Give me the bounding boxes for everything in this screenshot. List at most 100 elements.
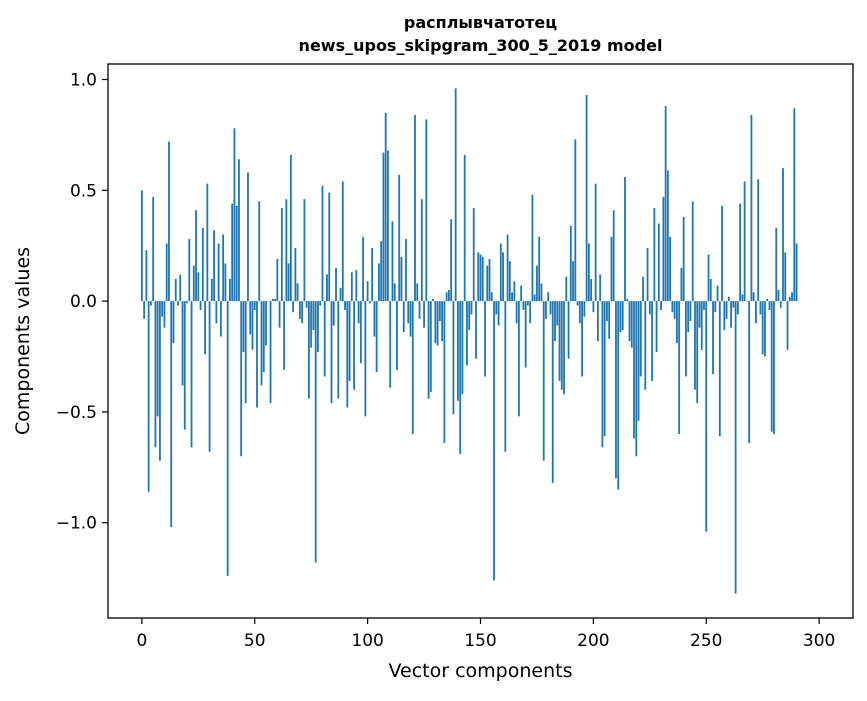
bar-component-264 bbox=[737, 301, 739, 314]
bar-component-245 bbox=[694, 301, 696, 390]
bar-component-138 bbox=[453, 301, 455, 414]
bar-component-231 bbox=[662, 197, 664, 301]
plot-background bbox=[108, 64, 853, 618]
bar-component-100 bbox=[367, 281, 369, 301]
bar-component-33 bbox=[215, 301, 217, 323]
bar-component-123 bbox=[419, 301, 421, 319]
bar-component-129 bbox=[432, 299, 434, 301]
bar-component-177 bbox=[541, 283, 543, 301]
bar-component-147 bbox=[473, 208, 475, 301]
bar-component-10 bbox=[164, 301, 166, 328]
bar-component-182 bbox=[552, 301, 554, 483]
bar-component-110 bbox=[389, 301, 391, 387]
bar-component-164 bbox=[511, 292, 513, 301]
bar-component-191 bbox=[572, 261, 574, 301]
bar-component-71 bbox=[301, 301, 303, 323]
bar-component-81 bbox=[324, 301, 326, 376]
bar-component-227 bbox=[653, 208, 655, 301]
bar-component-114 bbox=[398, 175, 400, 301]
bar-component-99 bbox=[364, 301, 366, 416]
x-tick-label: 100 bbox=[351, 631, 383, 651]
bar-component-251 bbox=[708, 255, 710, 302]
bar-component-61 bbox=[279, 301, 281, 328]
bar-component-200 bbox=[592, 301, 594, 312]
y-tick-label: −1.0 bbox=[56, 514, 97, 534]
bar-component-83 bbox=[328, 193, 330, 302]
bar-component-43 bbox=[238, 159, 240, 301]
bar-component-153 bbox=[486, 266, 488, 301]
bar-component-247 bbox=[699, 301, 701, 328]
bar-component-139 bbox=[455, 88, 457, 301]
bar-component-120 bbox=[412, 301, 414, 434]
bar-component-248 bbox=[701, 301, 703, 350]
bar-component-48 bbox=[249, 301, 251, 334]
x-tick-label: 200 bbox=[577, 631, 609, 651]
bar-component-172 bbox=[529, 301, 531, 323]
bar-component-5 bbox=[152, 197, 154, 301]
bar-component-133 bbox=[441, 301, 443, 341]
bar-component-11 bbox=[166, 244, 168, 302]
bar-component-267 bbox=[744, 181, 746, 301]
bar-component-14 bbox=[173, 301, 175, 343]
bar-component-72 bbox=[304, 199, 306, 301]
bar-component-214 bbox=[624, 177, 626, 301]
bar-component-281 bbox=[775, 228, 777, 301]
bar-component-187 bbox=[563, 301, 565, 394]
bar-component-53 bbox=[261, 301, 263, 385]
bar-component-151 bbox=[482, 257, 484, 301]
bar-component-142 bbox=[462, 301, 464, 394]
bar-component-102 bbox=[371, 248, 373, 301]
bar-component-202 bbox=[597, 301, 599, 341]
bar-component-249 bbox=[703, 301, 705, 310]
x-tick-label: 150 bbox=[464, 631, 496, 651]
bar-component-199 bbox=[590, 279, 592, 301]
bar-component-289 bbox=[793, 108, 795, 301]
y-axis-ticks: −1.0−0.50.00.51.0 bbox=[56, 71, 108, 534]
bar-component-275 bbox=[762, 301, 764, 354]
bar-component-208 bbox=[611, 237, 613, 301]
bar-component-58 bbox=[272, 299, 274, 301]
bar-component-181 bbox=[550, 301, 552, 314]
bar-component-65 bbox=[288, 263, 290, 301]
bar-component-13 bbox=[170, 301, 172, 527]
bar-component-176 bbox=[538, 237, 540, 301]
x-tick-label: 300 bbox=[803, 631, 835, 651]
bar-component-201 bbox=[595, 184, 597, 301]
bar-component-236 bbox=[674, 301, 676, 319]
y-tick-label: −0.5 bbox=[56, 403, 97, 423]
bar-component-148 bbox=[475, 301, 477, 359]
bar-component-2 bbox=[145, 250, 147, 301]
bar-component-229 bbox=[658, 224, 660, 302]
bar-component-66 bbox=[290, 155, 292, 301]
bar-component-169 bbox=[522, 301, 524, 310]
bar-component-146 bbox=[471, 301, 473, 314]
bar-component-143 bbox=[464, 155, 466, 301]
bar-component-70 bbox=[299, 301, 301, 319]
bar-component-101 bbox=[369, 301, 371, 303]
bar-component-63 bbox=[283, 301, 285, 370]
bar-component-216 bbox=[629, 301, 631, 341]
bar-component-279 bbox=[771, 301, 773, 432]
bar-component-16 bbox=[177, 301, 179, 305]
bar-component-105 bbox=[378, 263, 380, 301]
bar-component-276 bbox=[764, 301, 766, 356]
bar-component-24 bbox=[195, 210, 197, 301]
bar-component-233 bbox=[667, 170, 669, 301]
bar-component-108 bbox=[385, 113, 387, 301]
bar-component-76 bbox=[313, 301, 315, 330]
bar-component-190 bbox=[570, 226, 572, 301]
bar-component-166 bbox=[516, 301, 518, 323]
bar-component-79 bbox=[319, 301, 321, 305]
bar-component-74 bbox=[308, 301, 310, 399]
bar-component-186 bbox=[561, 301, 563, 390]
bar-component-95 bbox=[355, 270, 357, 301]
bar-component-49 bbox=[252, 301, 254, 350]
bar-component-94 bbox=[353, 301, 355, 390]
bar-component-211 bbox=[617, 301, 619, 489]
bar-component-68 bbox=[294, 248, 296, 301]
bar-component-7 bbox=[157, 301, 159, 416]
bar-component-196 bbox=[583, 301, 585, 317]
bar-component-261 bbox=[730, 301, 732, 328]
